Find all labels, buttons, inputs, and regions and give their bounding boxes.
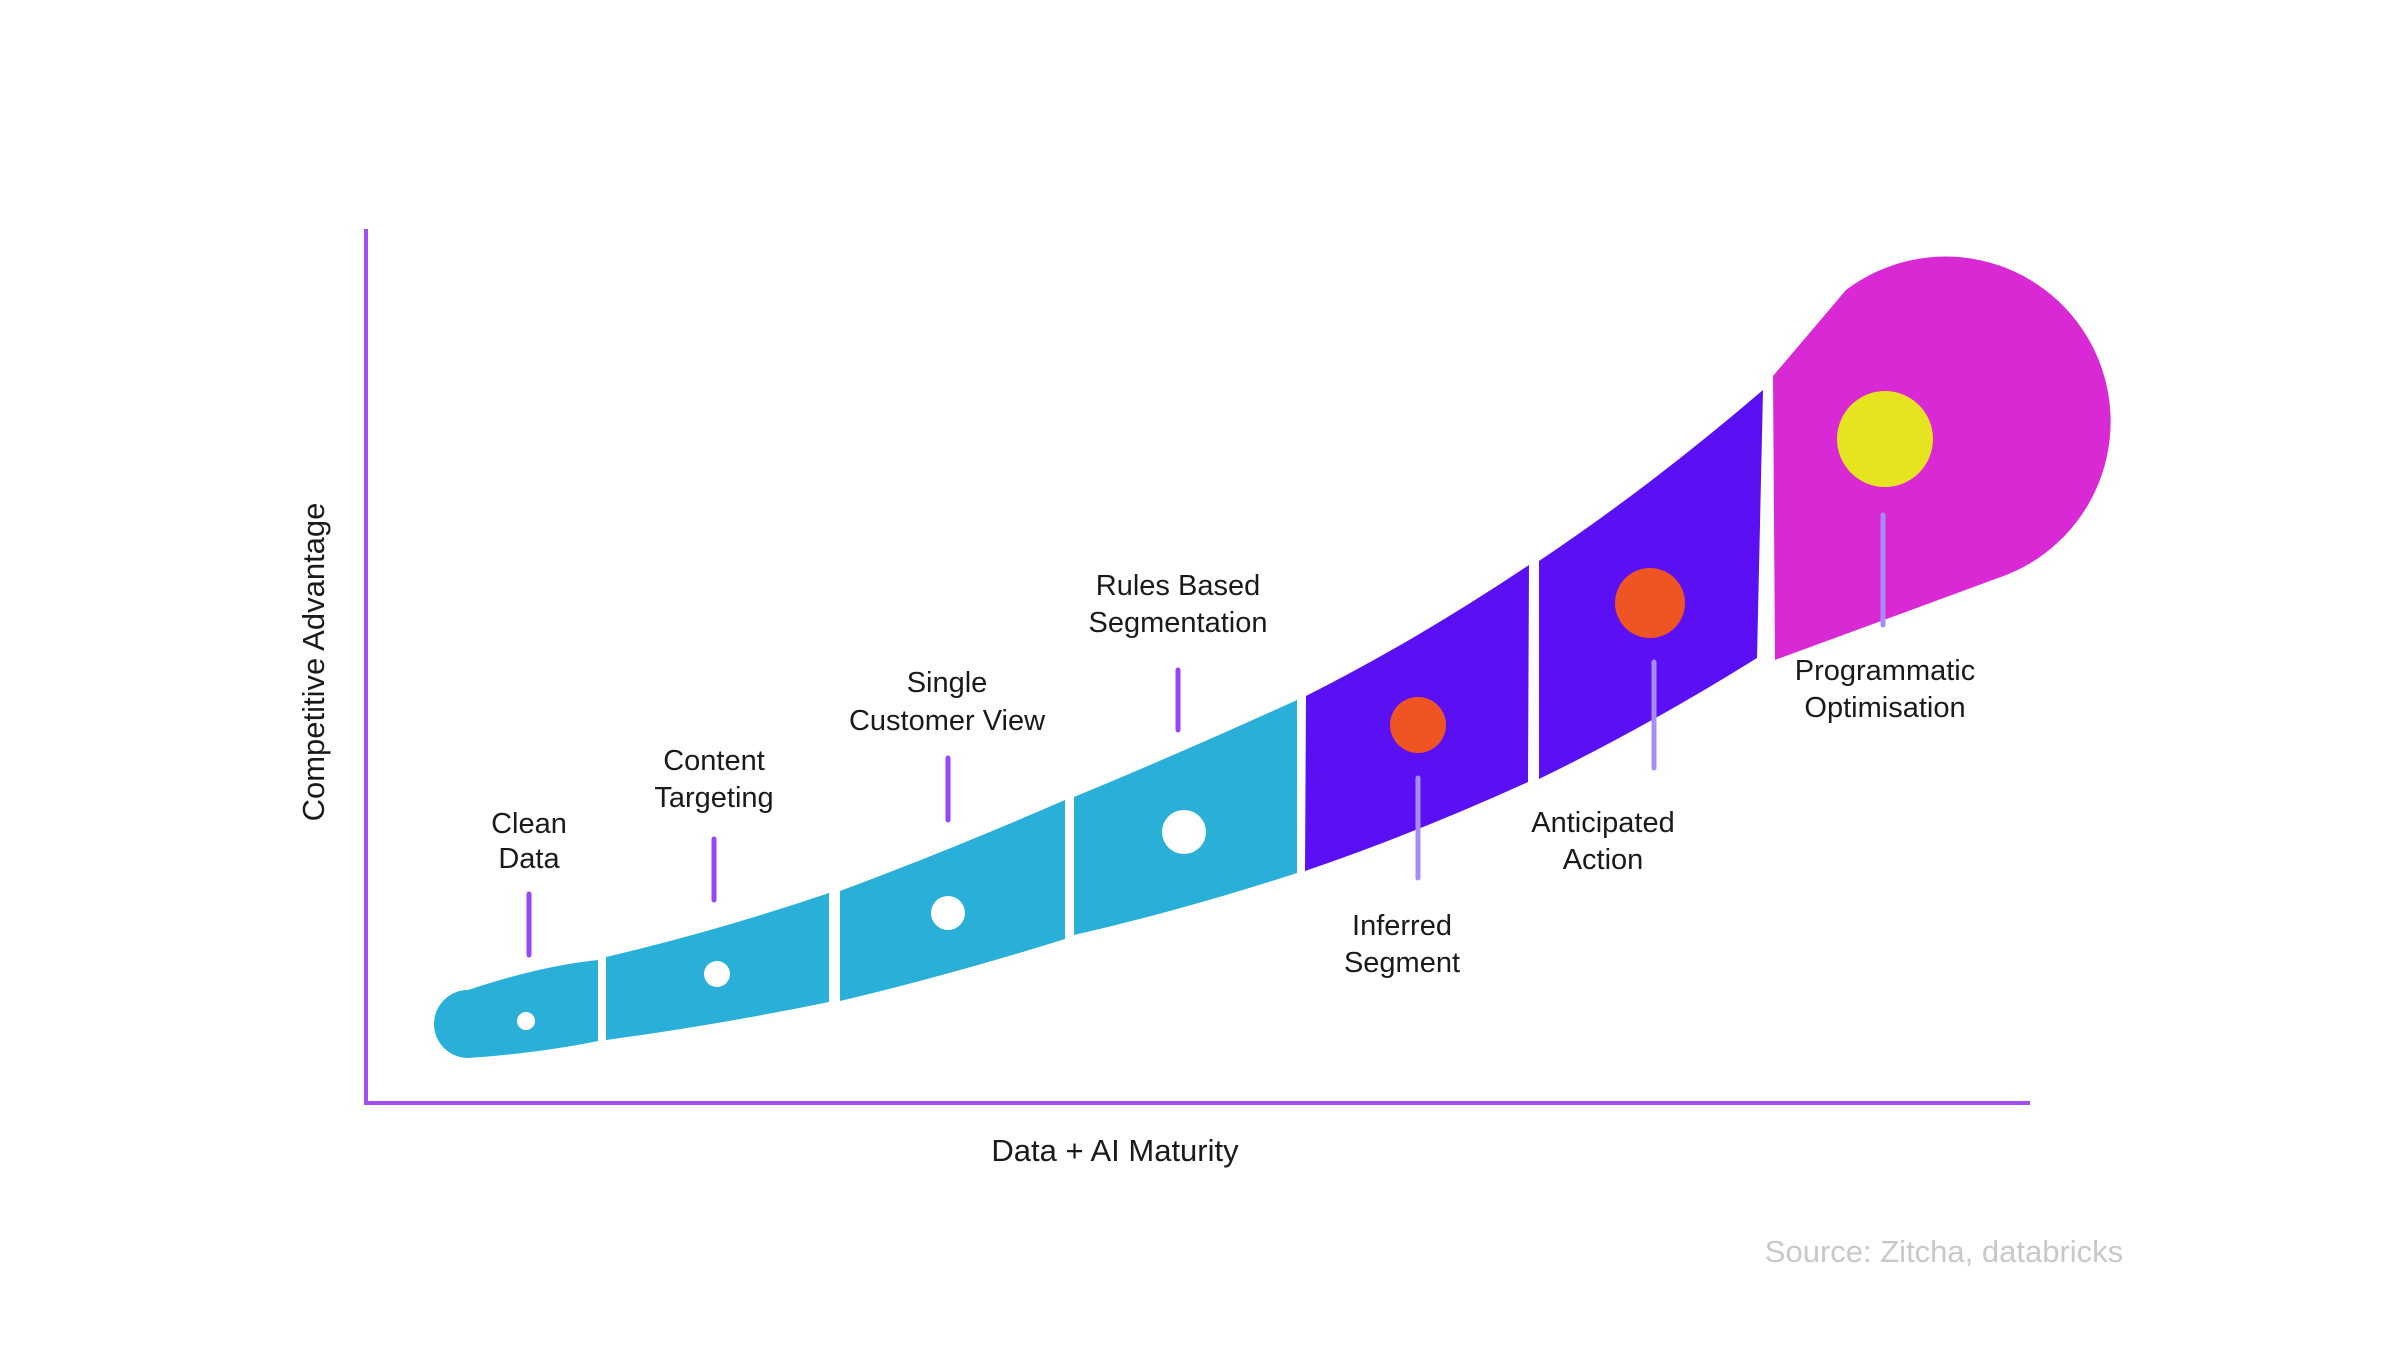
stage-label-content-targeting-line2: Targeting: [654, 782, 773, 814]
stage-label-content-targeting-line1: Content: [663, 745, 765, 777]
milestone-dot-rules-based-segmentation: [1162, 810, 1206, 854]
milestone-dot-anticipated-action: [1615, 568, 1685, 638]
stage-anticipated-action: Anticipated Action: [1531, 390, 1763, 876]
stage-label-rules-based-segmentation-line1: Rules Based: [1096, 570, 1260, 602]
milestone-dot-programmatic-optimisation: [1837, 391, 1933, 487]
stage-programmatic-optimisation: Programmatic Optimisation: [1773, 256, 2111, 724]
stage-rules-based-segmentation: Rules Based Segmentation: [1074, 570, 1297, 935]
stage-label-anticipated-action-line1: Anticipated: [1531, 807, 1675, 839]
segment-clean-data: [434, 960, 598, 1058]
stage-label-clean-data-line2: Data: [498, 843, 560, 875]
stage-label-inferred-segment-line2: Segment: [1344, 947, 1460, 979]
source-attribution: Source: Zitcha, databricks: [1765, 1234, 2123, 1269]
stage-label-clean-data-line1: Clean: [491, 808, 567, 840]
stage-label-single-customer-view-line1: Single: [907, 667, 988, 699]
stage-content-targeting: Content Targeting: [606, 745, 829, 1040]
stage-label-inferred-segment-line1: Inferred: [1352, 910, 1452, 942]
milestone-dot-content-targeting: [704, 961, 730, 987]
stage-label-rules-based-segmentation-line2: Segmentation: [1089, 607, 1268, 639]
stage-label-programmatic-optimisation-line1: Programmatic: [1795, 655, 1976, 687]
stage-label-programmatic-optimisation-line2: Optimisation: [1804, 692, 1965, 724]
stage-label-single-customer-view-line2: Customer View: [849, 705, 1046, 737]
milestone-dot-inferred-segment: [1390, 697, 1446, 753]
stage-single-customer-view: Single Customer View: [840, 667, 1065, 1001]
stage-label-anticipated-action-line2: Action: [1563, 844, 1644, 876]
stage-clean-data: Clean Data: [434, 808, 598, 1058]
stage-inferred-segment: Inferred Segment: [1305, 565, 1529, 979]
milestone-dot-single-customer-view: [931, 896, 965, 930]
segment-programmatic-optimisation: [1773, 256, 2111, 660]
x-axis-label: Data + AI Maturity: [991, 1133, 1239, 1168]
milestone-dot-clean-data: [517, 1012, 535, 1030]
y-axis-label: Competitive Advantage: [296, 503, 331, 822]
